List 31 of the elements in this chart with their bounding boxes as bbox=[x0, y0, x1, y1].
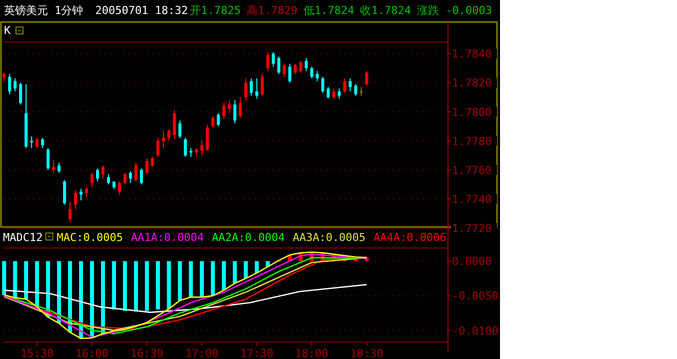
x-tick-label: 18:00 bbox=[295, 347, 328, 359]
text: AA1A:0.0004 bbox=[130, 231, 204, 244]
y-tick-label: 1.7800 bbox=[452, 106, 492, 119]
text: 高1.7829 bbox=[246, 4, 298, 17]
text: AA2A:0.0004 bbox=[212, 231, 286, 244]
x-tick-label: 15:30 bbox=[20, 347, 54, 359]
y-tick-label: 0.0000 bbox=[452, 255, 492, 268]
series-label: AA3A:0.0005 bbox=[292, 231, 366, 244]
y-tick-label: -0.0100 bbox=[452, 324, 498, 338]
x-tick-label: 17:30 bbox=[240, 347, 274, 359]
chart-title: 英镑美元 1分钟 bbox=[4, 4, 84, 17]
y-tick-label: -0.0050 bbox=[452, 290, 498, 303]
series-label: AA4A:0.0006 bbox=[374, 231, 446, 244]
text: K bbox=[4, 24, 11, 37]
chart-title: MADC12 bbox=[3, 231, 43, 244]
text: 涨跌 -0.0003 bbox=[416, 4, 492, 17]
y-tick-label: 1.7760 bbox=[452, 164, 492, 177]
x-tick-label: 16:30 bbox=[130, 347, 164, 359]
x-tick-label: 16:00 bbox=[75, 347, 109, 359]
x-tick-label: 18:30 bbox=[350, 347, 384, 359]
y-tick-label: 1.7720 bbox=[452, 222, 492, 235]
x-tick-label: 17:00 bbox=[185, 347, 218, 359]
y-tick-label: 1.7780 bbox=[452, 134, 492, 148]
chart-subtitle: 20050701 18:32 bbox=[95, 4, 188, 17]
text: 开1.7825 bbox=[190, 4, 241, 17]
text: 收1.7824 bbox=[360, 4, 412, 17]
text: 低1.7824 bbox=[303, 4, 355, 17]
y-tick-label: 1.7840 bbox=[452, 48, 492, 61]
y-tick-label: 1.7820 bbox=[452, 76, 492, 90]
y-tick-label: 1.7740 bbox=[452, 192, 492, 206]
text: MAC:0.0005 bbox=[56, 231, 123, 244]
